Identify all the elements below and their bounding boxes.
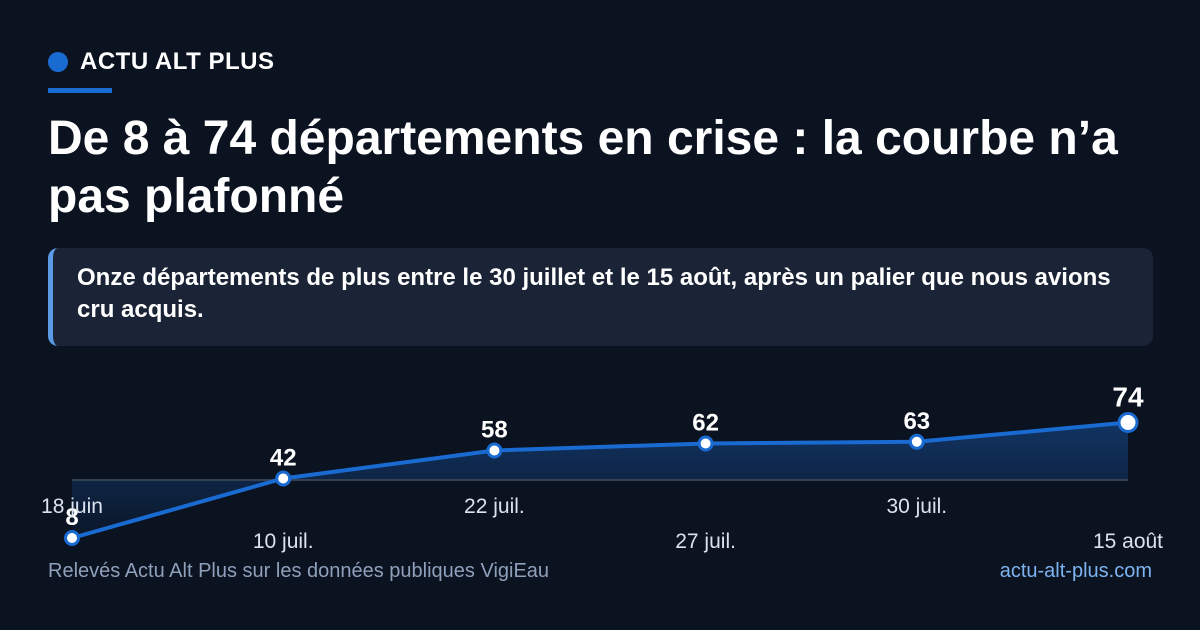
- data-label: 58: [481, 417, 508, 444]
- data-point: [64, 530, 80, 546]
- x-tick-label: 22 juil.: [464, 495, 525, 518]
- footer-source: Relevés Actu Alt Plus sur les données pu…: [48, 560, 550, 582]
- data-label: 74: [1112, 382, 1144, 413]
- x-tick-label: 18 juin: [41, 495, 103, 518]
- data-label: 42: [270, 445, 297, 472]
- x-tick-label: 30 juil.: [886, 495, 947, 518]
- summary-text: Onze départements de plus entre le 30 ju…: [77, 264, 1111, 323]
- data-point: [697, 435, 714, 452]
- data-label: 8: [65, 504, 78, 531]
- x-tick-label: 27 juil.: [675, 530, 736, 553]
- data-label: 62: [692, 410, 719, 437]
- data-point: [486, 442, 503, 459]
- x-tick-label: 15 août: [1093, 530, 1163, 553]
- brand: ACTU ALT PLUS: [48, 48, 274, 76]
- headline: De 8 à 74 départements en crise : la cou…: [48, 112, 1118, 223]
- data-point: [275, 470, 292, 487]
- data-point: [1117, 412, 1139, 433]
- data-label: 63: [903, 408, 930, 435]
- summary-box: Onze départements de plus entre le 30 ju…: [48, 248, 1153, 346]
- series-line: [70, 420, 1130, 540]
- data-point: [908, 433, 925, 450]
- line-chart: 8 42 58 62 63 74 18 juin 10 juil. 22 juil. 27 jui…: [41, 382, 1163, 554]
- brand-dot-icon: [48, 52, 68, 72]
- area-fill: [72, 422, 1128, 538]
- footer-url[interactable]: actu-alt-plus.com: [999, 560, 1152, 582]
- brand-name: ACTU ALT PLUS: [80, 48, 275, 75]
- x-tick-label: 10 juil.: [253, 530, 314, 553]
- brand-underline: [48, 88, 112, 93]
